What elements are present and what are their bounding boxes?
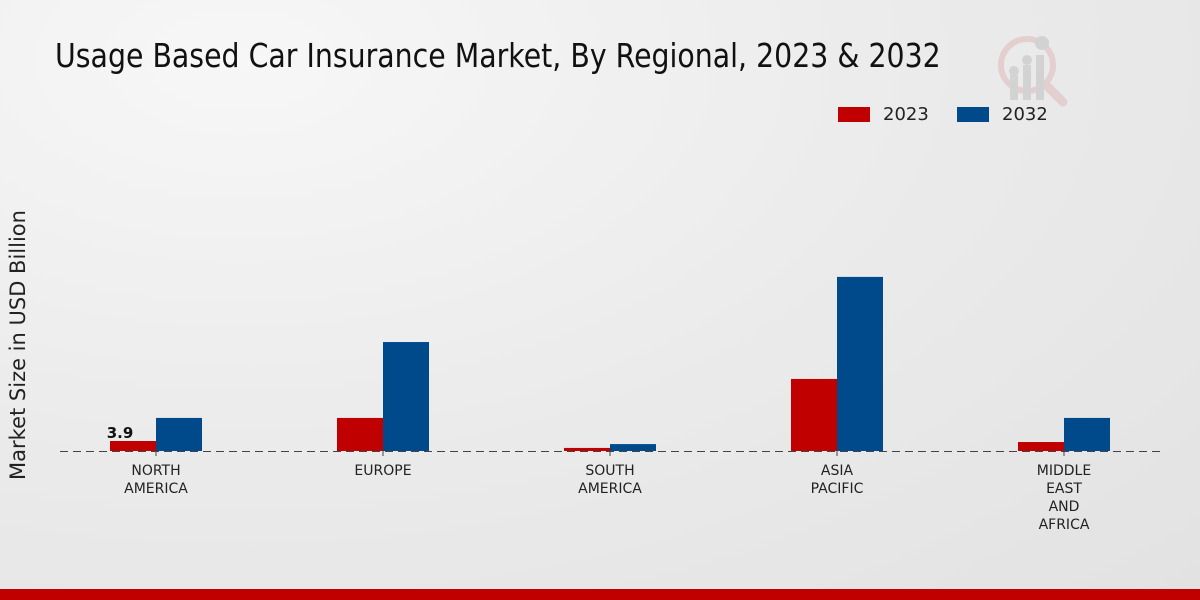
bar-2032-2 <box>610 444 656 451</box>
x-tick-label: EUROPE <box>354 463 411 479</box>
bar-2023-3 <box>791 378 837 451</box>
x-tick-label: SOUTH AMERICA <box>578 463 642 497</box>
bar-2032-4 <box>1064 417 1110 451</box>
legend-item-2023: 2023 <box>838 104 929 125</box>
data-label: 3.9 <box>107 424 134 442</box>
x-tick-label: MIDDLE EAST AND AFRICA <box>1037 463 1091 533</box>
chart-title: Usage Based Car Insurance Market, By Reg… <box>55 36 941 75</box>
legend-swatch-2032 <box>957 107 989 122</box>
x-tick-label: ASIA PACIFIC <box>811 463 864 497</box>
bar-2032-1 <box>383 342 429 451</box>
footer-bar <box>0 589 1200 600</box>
legend-label-2032: 2032 <box>1002 104 1048 125</box>
legend-item-2032: 2032 <box>957 104 1048 125</box>
bar-2023-2 <box>564 447 610 451</box>
x-tick-label: NORTH AMERICA <box>124 463 188 497</box>
legend-swatch-2023 <box>838 107 870 122</box>
bar-2023-4 <box>1018 442 1064 451</box>
bar-2023-0 <box>110 441 156 451</box>
bar-2023-1 <box>337 417 383 451</box>
legend-label-2023: 2023 <box>883 104 929 125</box>
bar-2032-0 <box>156 417 202 451</box>
bar-2032-3 <box>837 276 883 451</box>
